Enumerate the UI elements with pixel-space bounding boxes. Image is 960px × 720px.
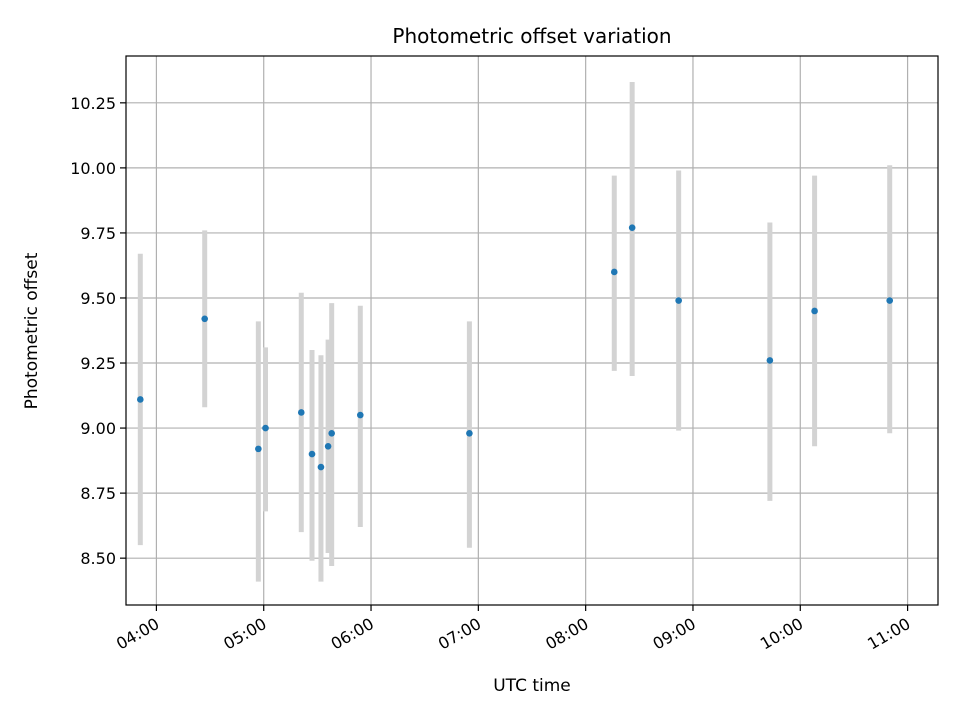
data-point (262, 424, 269, 432)
y-tick-label: 10.25 (70, 94, 116, 113)
grid-lines (126, 56, 938, 605)
chart-title: Photometric offset variation (392, 24, 671, 48)
data-point (628, 224, 636, 232)
y-tick-label: 8.75 (80, 484, 116, 503)
data-point (308, 450, 316, 458)
y-tick-label: 9.25 (80, 354, 116, 373)
data-point (811, 307, 818, 315)
data-point (324, 442, 332, 450)
data-point (328, 429, 335, 437)
data-point (466, 429, 473, 437)
data-points (137, 224, 894, 471)
data-point (886, 297, 894, 304)
y-tick-label: 8.50 (80, 549, 116, 568)
y-axis-label: Photometric offset (22, 252, 42, 409)
y-tick-label: 9.50 (80, 289, 116, 308)
data-point (356, 411, 364, 419)
y-tick-label: 9.00 (80, 419, 116, 438)
data-point (317, 463, 325, 471)
data-point (137, 396, 144, 403)
y-tick-label: 9.75 (80, 224, 116, 243)
data-point (297, 409, 305, 416)
data-point (201, 315, 208, 323)
data-point (610, 268, 618, 276)
data-point (766, 357, 774, 364)
data-point (255, 445, 262, 453)
x-axis-label: UTC time (493, 676, 571, 696)
y-tick-label: 10.00 (70, 159, 116, 178)
y-axis-ticks: 8.50 8.75 9.00 9.25 9.50 9.75 10.00 10.25 (70, 94, 126, 568)
plot-frame (125, 55, 939, 606)
data-point (675, 297, 682, 304)
